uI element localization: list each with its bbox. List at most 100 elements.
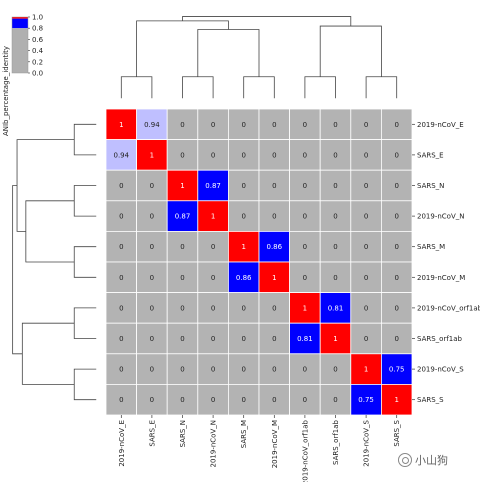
cell-value-label: 0 bbox=[241, 213, 245, 221]
heatmap-cell bbox=[136, 261, 168, 294]
cell-value-label: 0 bbox=[272, 304, 276, 312]
cell-value-label: 0 bbox=[364, 335, 368, 343]
colorbar-tick-label: 0.4 bbox=[32, 47, 44, 55]
cell-value-label: 0.81 bbox=[297, 335, 313, 343]
cell-value-label: 0 bbox=[241, 151, 245, 159]
heatmap-cell bbox=[227, 139, 260, 171]
cell-value-label: 0 bbox=[303, 151, 307, 159]
cell-value-label: 0 bbox=[303, 121, 307, 129]
heatmap-cell bbox=[197, 230, 229, 263]
cell-value-label: 0.86 bbox=[236, 274, 252, 282]
column-tick-labels: 2019-nCoV_E SARS_E SARS_N 2019-nCoV_N SARS_M… bbox=[118, 415, 401, 482]
cell-value-label: 1 bbox=[119, 121, 123, 129]
row-tick-label: SARS_M bbox=[417, 243, 445, 251]
cell-value-label: 0 bbox=[241, 182, 245, 190]
heatmap-cell bbox=[350, 139, 382, 171]
cell-value-label: 0 bbox=[150, 274, 154, 282]
cell-value-label: 0 bbox=[119, 366, 123, 374]
cell-value-label: 0 bbox=[211, 151, 215, 159]
heatmap-cell bbox=[197, 169, 229, 202]
row-dendrogram-link bbox=[73, 185, 97, 217]
cell-value-label: 0 bbox=[303, 213, 307, 221]
heatmap-cell bbox=[258, 322, 291, 355]
cell-value-label: 0 bbox=[180, 335, 184, 343]
cell-value-label: 1 bbox=[303, 304, 307, 312]
colorbar-segment bbox=[12, 28, 28, 73]
cell-value-label: 0.94 bbox=[114, 151, 130, 159]
heatmap-grid: 1 0.94 0 0 0 0 0 0 0 0 0.94 1 0 0 0 0 0 0 0 0 0 0 1 0.87 0 0 0 0 0 0 0… bbox=[105, 108, 413, 416]
cell-value-label: 0 bbox=[211, 304, 215, 312]
heatmap-cell bbox=[319, 169, 352, 202]
cell-value-label: 0 bbox=[119, 182, 123, 190]
watermark: 小山狗 bbox=[398, 452, 448, 468]
cell-value-label: 0 bbox=[180, 396, 184, 404]
column-dendrogram-link bbox=[365, 76, 398, 99]
column-dendrogram-link bbox=[197, 29, 260, 77]
row-dendrogram-link bbox=[21, 322, 75, 385]
colorbar-segment bbox=[12, 18, 28, 29]
heatmap-cell bbox=[319, 383, 352, 416]
cell-value-label: 0 bbox=[364, 182, 368, 190]
colorbar-tick-label: 0.6 bbox=[32, 36, 44, 44]
heatmap-cell bbox=[380, 383, 413, 416]
heatmap-cell bbox=[136, 292, 168, 324]
cell-value-label: 0 bbox=[394, 304, 398, 312]
cell-value-label: 0 bbox=[211, 396, 215, 404]
cell-value-label: 0.86 bbox=[267, 243, 283, 251]
column-dendrogram-link bbox=[243, 76, 275, 99]
cell-value-label: 0 bbox=[394, 182, 398, 190]
column-tick-label: 2019-nCoV_orf1ab bbox=[301, 419, 309, 482]
heatmap-cell bbox=[197, 261, 229, 294]
row-dendrogram-link bbox=[73, 307, 97, 339]
heatmap-cell bbox=[105, 353, 138, 385]
heatmap-cell bbox=[105, 230, 138, 263]
column-tick-label: SARS_M bbox=[240, 420, 248, 448]
row-tick-label: 2019-nCoV_orf1ab bbox=[417, 304, 480, 312]
cell-value-label: 0 bbox=[211, 243, 215, 251]
column-tick-label: SARS_E bbox=[148, 420, 156, 447]
cell-value-label: 0 bbox=[241, 396, 245, 404]
column-tick-label: 2019-nCoV_M bbox=[271, 420, 279, 468]
column-dendrogram-link bbox=[182, 16, 352, 27]
cell-value-label: 0 bbox=[333, 151, 337, 159]
cell-value-label: 1 bbox=[241, 243, 245, 251]
row-dendrogram-link bbox=[73, 368, 97, 401]
heatmap-cell bbox=[258, 230, 291, 263]
row-dendrogram-link bbox=[12, 185, 23, 355]
cell-value-label: 0 bbox=[303, 396, 307, 404]
heatmap-cell bbox=[166, 353, 199, 385]
colorbar-tick-label: 0.2 bbox=[32, 58, 43, 66]
cell-value-label: 0 bbox=[364, 213, 368, 221]
cell-value-label: 0 bbox=[241, 366, 245, 374]
cell-value-label: 0 bbox=[333, 243, 337, 251]
heatmap-cell bbox=[166, 261, 199, 294]
column-dendrogram-link bbox=[182, 76, 214, 99]
heatmap-cell bbox=[105, 322, 138, 355]
cell-value-label: 0.87 bbox=[205, 182, 221, 190]
cell-value-label: 0 bbox=[272, 396, 276, 404]
cell-value-label: 0 bbox=[180, 366, 184, 374]
heatmap-cell bbox=[258, 169, 291, 202]
cell-value-label: 0 bbox=[303, 366, 307, 374]
cell-value-label: 0 bbox=[241, 335, 245, 343]
cell-value-label: 1 bbox=[364, 366, 368, 374]
cell-value-label: 0 bbox=[150, 304, 154, 312]
colorbar-segment bbox=[12, 17, 28, 19]
cell-value-label: 0 bbox=[394, 213, 398, 221]
column-tick-label: 2019-nCoV_S bbox=[363, 419, 371, 466]
heatmap-cell bbox=[258, 292, 291, 324]
heatmap-cell bbox=[166, 200, 199, 232]
colorbar-tick-label: 0.0 bbox=[32, 70, 43, 78]
cell-value-label: 0 bbox=[119, 304, 123, 312]
cell-value-label: 0 bbox=[394, 243, 398, 251]
heatmap-cell bbox=[136, 139, 168, 171]
cell-value-label: 0 bbox=[119, 213, 123, 221]
cell-value-label: 0 bbox=[333, 182, 337, 190]
row-tick-label: 2019-nCoV_E bbox=[417, 121, 464, 129]
cell-value-label: 0 bbox=[303, 274, 307, 282]
heatmap-cell bbox=[350, 230, 382, 263]
row-dendrogram-link bbox=[73, 246, 97, 278]
cell-value-label: 1 bbox=[272, 274, 276, 282]
cell-value-label: 0 bbox=[211, 274, 215, 282]
